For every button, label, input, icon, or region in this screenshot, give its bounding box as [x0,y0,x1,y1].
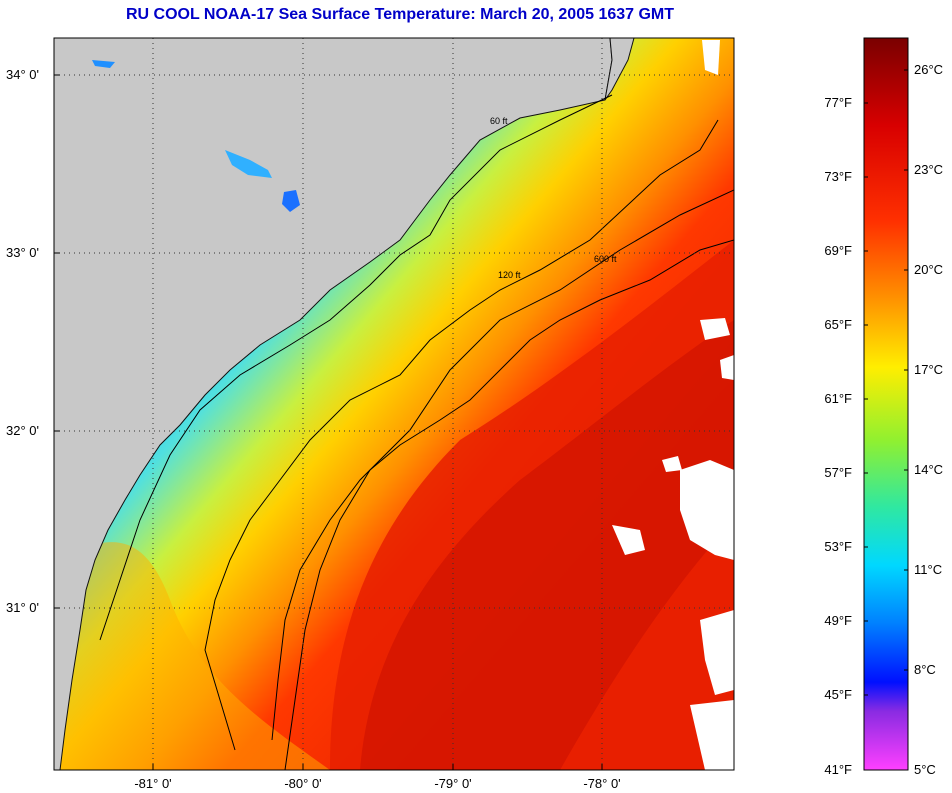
lon-label: -78° 0' [583,776,621,791]
graticule [54,38,734,770]
colorbar-f-label: 73°F [824,169,852,184]
colorbar-f-label: 61°F [824,391,852,406]
contour-label: 60 ft [490,116,508,126]
colorbar [863,37,909,771]
colorbar-c-label: 23°C [914,162,944,177]
lat-label: 32° 0' [6,423,39,438]
lat-label: 33° 0' [6,245,39,260]
colorbar-c-label: 11°C [914,562,943,577]
colorbar-c-label: 14°C [914,462,944,477]
colorbar-f-label: 45°F [824,687,852,702]
lon-label: -80° 0' [284,776,322,791]
lat-label: 34° 0' [6,67,39,82]
colorbar-f-label: 41°F [824,762,852,777]
lake [282,190,300,212]
contour-label: 600 ft [594,254,617,264]
lon-label: -79° 0' [434,776,472,791]
colorbar-c-label: 5°C [914,762,936,777]
lat-label: 31° 0' [6,600,39,615]
land-mass [54,38,613,770]
colorbar-f-label: 77°F [824,95,852,110]
cloud-masks [612,40,734,770]
colorbar-f-label: 49°F [824,613,852,628]
colorbar-f-label: 53°F [824,539,852,554]
colorbar-f-label: 57°F [824,465,852,480]
lon-label: -81° 0' [134,776,172,791]
contour-label: 120 ft [498,270,521,280]
colorbar-c-label: 8°C [914,662,936,677]
map-title: RU COOL NOAA-17 Sea Surface Temperature:… [125,6,675,23]
depth-contours [99,94,734,770]
colorbar-c-label: 26°C [914,62,944,77]
colorbar-c-label: 17°C [914,362,944,377]
colorbar-c-label: 20°C [914,262,944,277]
colorbar-f-label: 69°F [824,243,852,258]
lake [225,150,272,178]
colorbar-f-label: 65°F [824,317,852,332]
